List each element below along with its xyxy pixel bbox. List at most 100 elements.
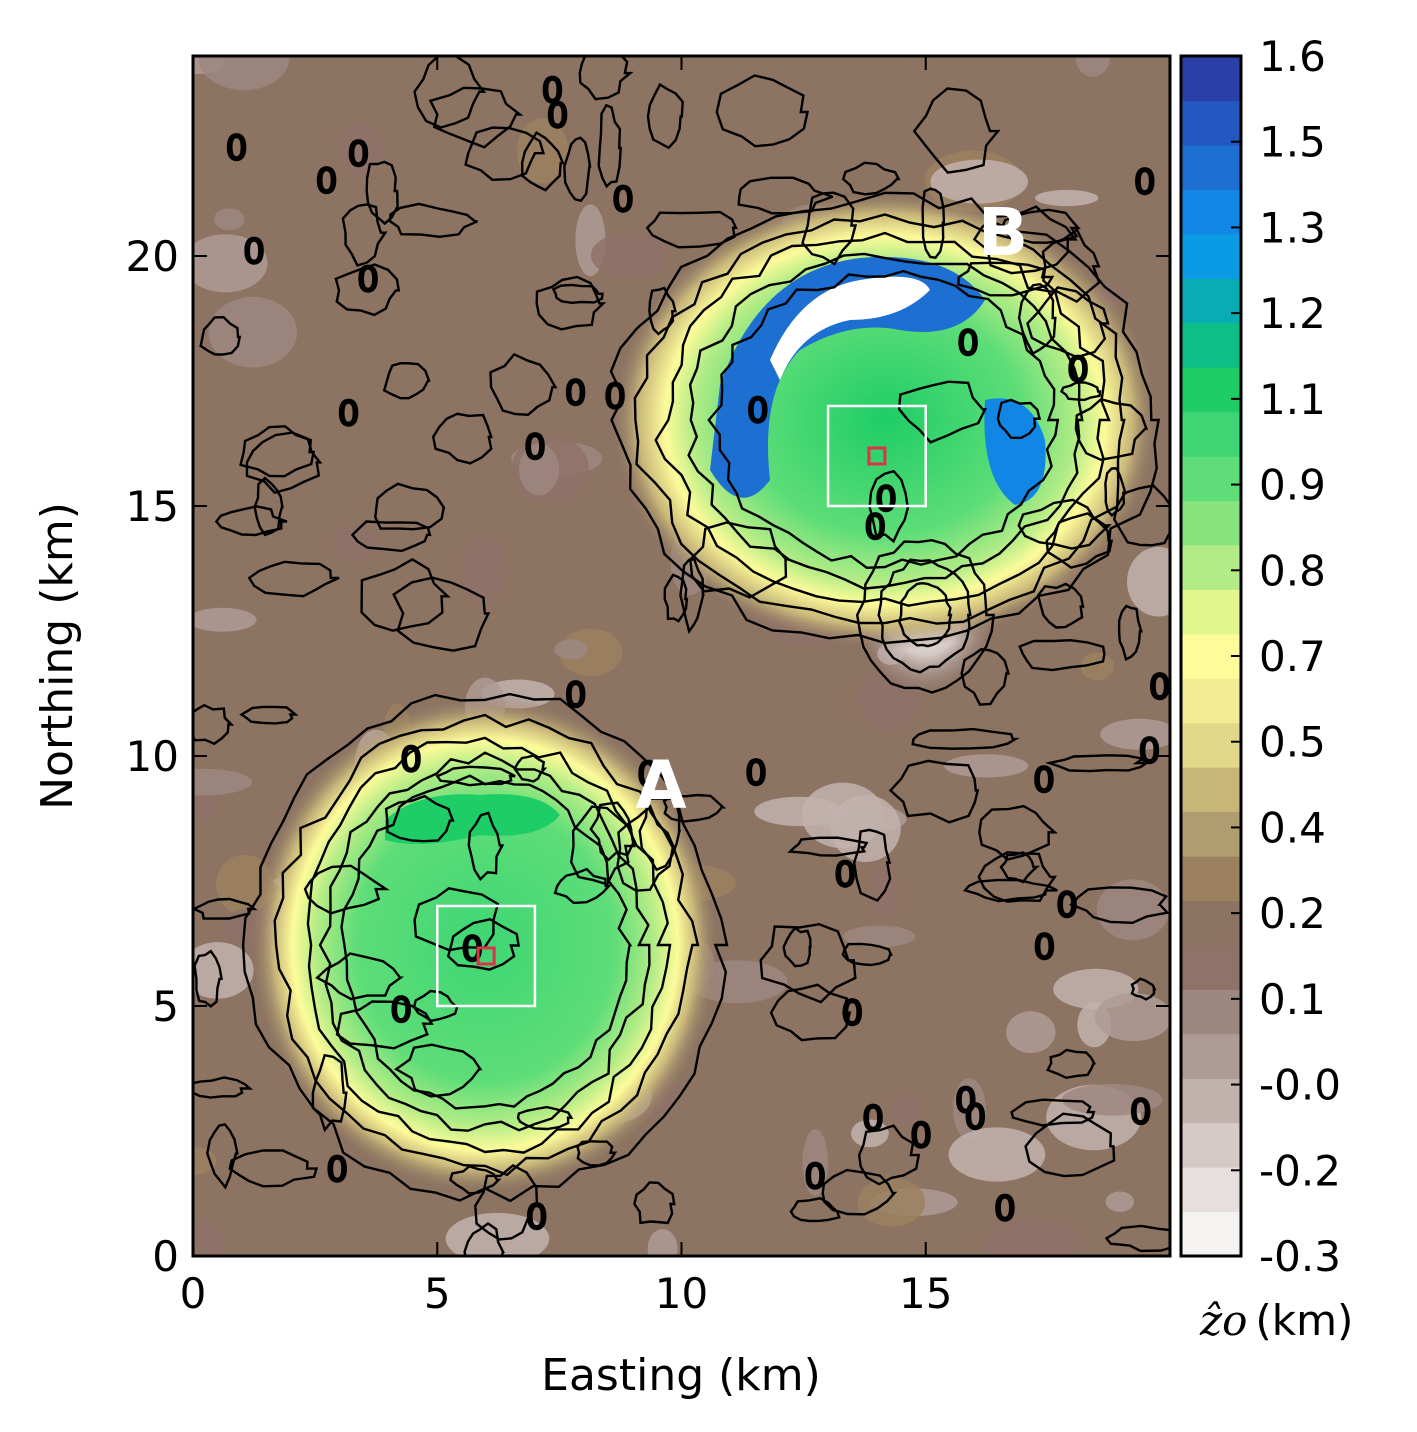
- contour-value-label: 0: [542, 71, 564, 111]
- contour-noise: [516, 1105, 574, 1131]
- noise-patch: [754, 796, 844, 827]
- noise-patch: [214, 208, 245, 231]
- contour-noise: [1026, 286, 1110, 359]
- contour-noise: [1041, 227, 1101, 304]
- colorbar-band: [1181, 1167, 1241, 1213]
- contour-value-label: 0: [547, 96, 569, 136]
- contour-noise: [921, 187, 946, 259]
- noise-patch: [193, 768, 253, 796]
- contour-noise: [360, 558, 451, 632]
- contour-noise: [638, 797, 682, 872]
- contour-value-label: 0: [243, 232, 265, 272]
- contour-value-label: 0: [875, 480, 897, 520]
- noise-patch: [948, 1127, 1046, 1182]
- window-a: [436, 904, 537, 1008]
- contour-noise: [999, 851, 1041, 884]
- noise-patch: [193, 234, 268, 293]
- contour-noise: [350, 520, 432, 553]
- noise-patch: [851, 1119, 889, 1148]
- contour-value-label: 0: [357, 260, 379, 300]
- contour-value-label: 0: [338, 394, 360, 434]
- contour-noise: [633, 1181, 676, 1225]
- noise-patch: [984, 1217, 1085, 1256]
- noise-patch: [193, 942, 254, 999]
- colorbar-band: [1181, 589, 1241, 635]
- anomaly-label-a: A: [635, 747, 686, 824]
- contour-noise: [569, 805, 636, 886]
- colorbar-tick-label: 0.7: [1259, 632, 1326, 681]
- contour-noise: [553, 867, 612, 905]
- colorbar: [1181, 56, 1241, 1257]
- colorbar-band: [1181, 411, 1241, 457]
- contour-noise: [996, 398, 1042, 440]
- contour-noise: [384, 794, 455, 843]
- contour-noise: [911, 727, 1020, 750]
- noise-patch: [944, 754, 1029, 778]
- colorbar-band: [1181, 1122, 1241, 1168]
- contour-noise: [1117, 604, 1143, 662]
- y-axis-ticks: 0 5 10 15 20: [126, 232, 1170, 1281]
- contour-value-label: 0: [524, 427, 546, 467]
- noise-patch: [331, 524, 379, 561]
- contour-noise: [962, 878, 1058, 903]
- noise-patch: [647, 1229, 678, 1256]
- contour-negative: [898, 581, 953, 648]
- window-center-b: [867, 446, 887, 466]
- contour-noise: [888, 759, 980, 824]
- contour-value-label: 0: [1139, 731, 1161, 771]
- contour-noise: [335, 1000, 434, 1050]
- contour-noise: [247, 560, 340, 598]
- contour-noise: [648, 286, 677, 336]
- colorbar-tick-label: 0.1: [1259, 975, 1326, 1024]
- colorbar-tick-label: -0.0: [1259, 1061, 1341, 1110]
- noise-patch: [1105, 1191, 1135, 1212]
- contour-noise: [1044, 754, 1151, 773]
- contour-noise: [841, 942, 893, 967]
- contour-value-label: 0: [1034, 927, 1056, 967]
- contour-noise: [374, 482, 446, 531]
- contour-noise: [1010, 1098, 1096, 1127]
- contour-noise: [1069, 886, 1170, 925]
- noise-patch: [802, 1129, 829, 1196]
- contour-noise: [787, 836, 869, 857]
- anomaly-b-field: [610, 190, 1160, 650]
- contour-value-label: 0: [400, 740, 422, 780]
- contour-noise: [821, 1168, 898, 1216]
- colorbar-tick-label: 0.9: [1259, 461, 1326, 510]
- contour-value-label: 0: [526, 1198, 548, 1238]
- noise-patch: [953, 1078, 986, 1140]
- colorbar-band: [1181, 100, 1241, 146]
- contour-noise: [413, 56, 487, 129]
- x-tick-label: 15: [899, 1269, 952, 1318]
- y-tick-label: 20: [126, 232, 179, 281]
- noise-patch: [460, 536, 508, 605]
- contour-value-label: 0: [1134, 162, 1156, 202]
- contour-noise: [193, 703, 235, 746]
- contour-noise: [663, 573, 689, 623]
- contour-noise: [857, 1124, 921, 1186]
- contour-noise: [464, 126, 546, 182]
- contour-b: [687, 252, 1084, 590]
- contour-noise: [551, 283, 604, 305]
- colorbar-band: [1181, 900, 1241, 946]
- colorbar-tick-label: 1.2: [1259, 289, 1326, 338]
- noise-patch: [891, 1093, 920, 1126]
- noise-patch: [1035, 189, 1099, 207]
- contour-noise: [193, 1076, 254, 1099]
- contour-value-label: 0: [390, 991, 412, 1031]
- noise-patch: [870, 866, 899, 921]
- contour-noise: [239, 705, 299, 725]
- contour-noise: [1059, 381, 1102, 402]
- contour-noise: [365, 160, 399, 226]
- y-tick-label: 5: [152, 982, 179, 1031]
- contour-noise: [978, 804, 1058, 861]
- contour-noise: [646, 82, 684, 150]
- noise-patch: [857, 1177, 926, 1227]
- contour-noise: [1112, 484, 1170, 547]
- contour-value-label: 0: [862, 1099, 884, 1139]
- contour-noise: [392, 576, 491, 652]
- colorbar-tick-label: 1.1: [1259, 375, 1326, 424]
- contour-value-label: 0: [745, 754, 767, 794]
